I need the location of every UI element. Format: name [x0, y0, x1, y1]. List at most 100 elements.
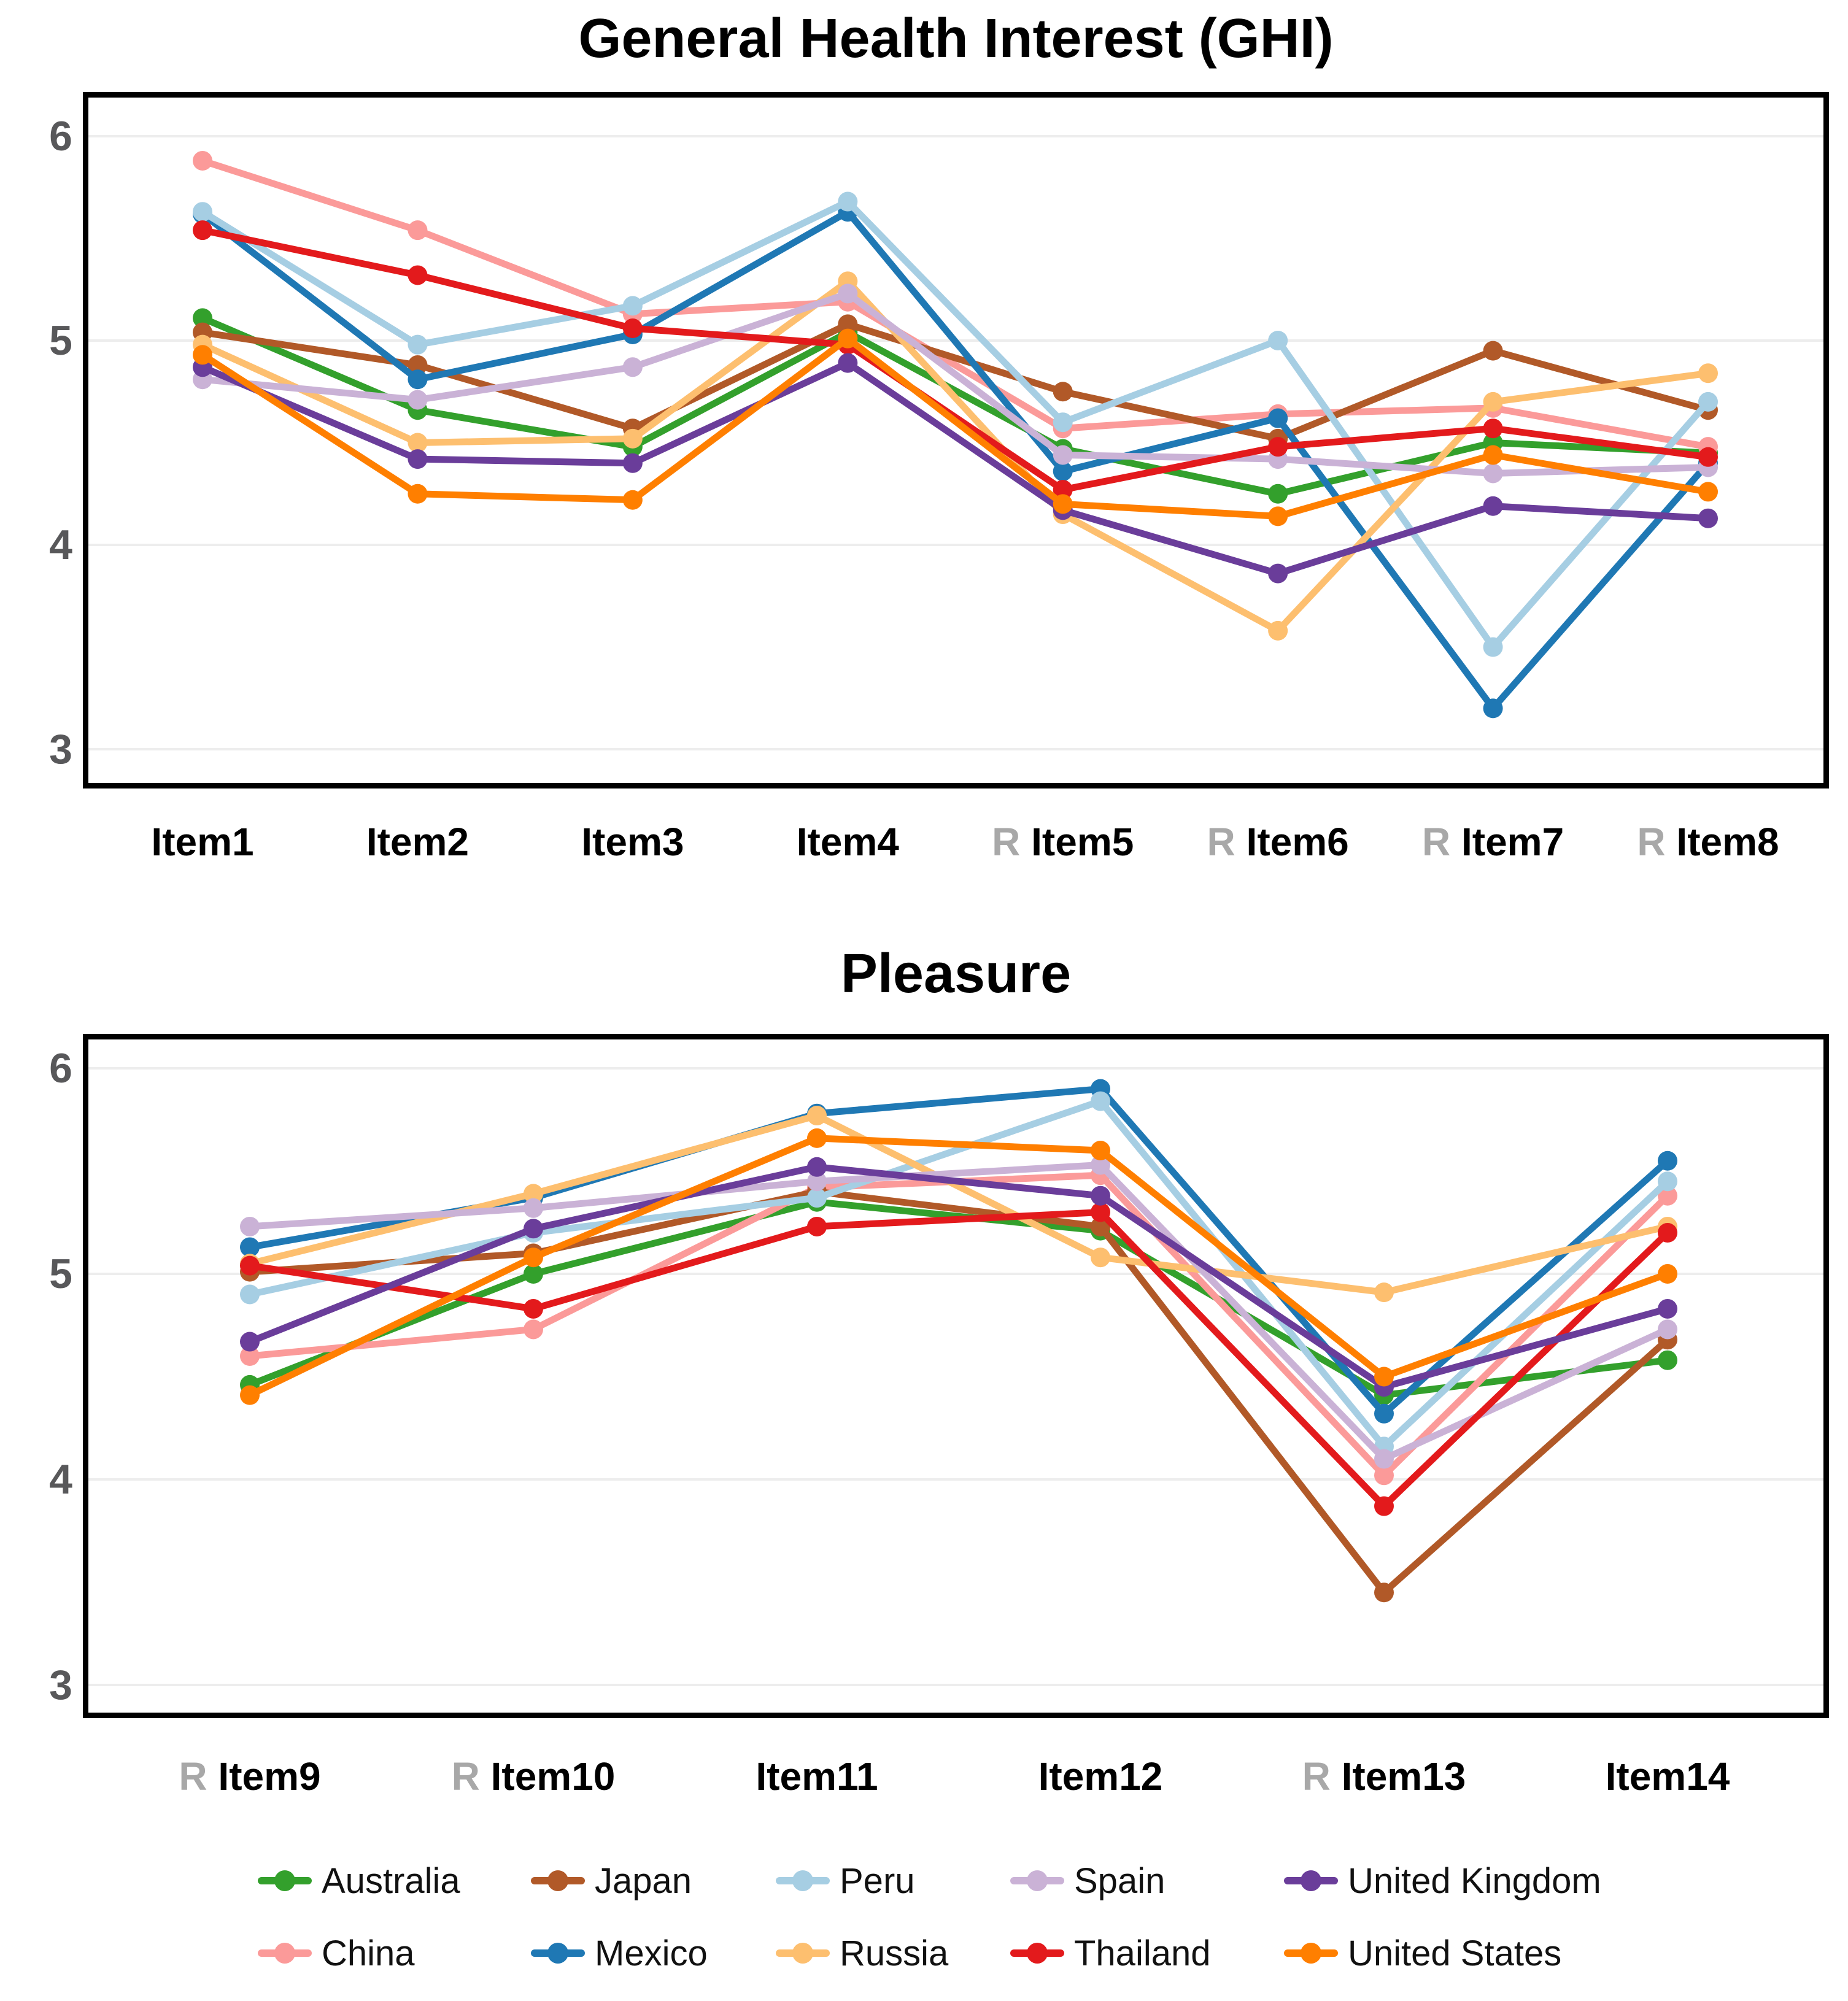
y-tick-label-3: 3	[49, 1662, 72, 1708]
data-point	[1268, 408, 1288, 428]
data-point	[524, 1184, 543, 1204]
data-point	[524, 1219, 543, 1239]
data-point	[1268, 620, 1288, 641]
data-point	[1374, 1465, 1394, 1486]
data-point	[1483, 463, 1503, 484]
data-point	[1053, 412, 1073, 433]
reversed-item-prefix: R	[1421, 820, 1461, 864]
data-point	[838, 328, 858, 349]
legend-label: China	[322, 1933, 415, 1973]
plot-border	[83, 1034, 1829, 1718]
data-point	[240, 1332, 260, 1352]
legend-dot	[1027, 1870, 1048, 1891]
legend-dot	[792, 1870, 813, 1891]
data-point	[240, 1385, 260, 1405]
data-point	[193, 202, 212, 222]
legend-item-japan: Japan	[530, 1856, 692, 1905]
data-point	[408, 369, 428, 390]
series-united-states	[240, 1128, 1677, 1405]
data-point	[240, 1255, 260, 1276]
data-point	[1091, 1155, 1110, 1175]
data-point	[408, 355, 428, 375]
data-point	[807, 1128, 827, 1148]
legend-label: Australia	[322, 1860, 460, 1901]
legend-label: United States	[1348, 1933, 1562, 1973]
series-peru	[193, 191, 1718, 657]
data-point	[1091, 1141, 1110, 1160]
series-spain	[240, 1155, 1677, 1469]
x-tick-text: Item13	[1341, 1754, 1466, 1799]
x-tick-label-item10: R Item10	[404, 1752, 662, 1801]
y-tick-label-4: 4	[49, 1456, 72, 1503]
data-point	[838, 283, 858, 304]
data-point	[408, 390, 428, 410]
legend-dot	[547, 1943, 568, 1964]
data-point	[193, 345, 212, 365]
data-point	[524, 1319, 543, 1340]
data-point	[193, 220, 212, 241]
data-point	[1658, 1298, 1677, 1319]
data-point	[1483, 637, 1503, 657]
y-tick-label-6: 6	[49, 1045, 72, 1092]
series-japan	[193, 314, 1718, 449]
data-point	[622, 453, 643, 473]
series-line	[246, 1112, 1671, 1296]
data-point	[1268, 331, 1288, 350]
legend-dot	[1301, 1943, 1321, 1964]
data-point	[1053, 494, 1073, 514]
series-united-states	[193, 328, 1718, 526]
data-point	[240, 1284, 260, 1305]
legend-label: Peru	[840, 1860, 915, 1901]
data-point	[1374, 1367, 1394, 1387]
x-tick-text: Item11	[756, 1754, 878, 1799]
data-point	[193, 308, 212, 328]
data-point	[1374, 1282, 1394, 1303]
series-line	[246, 1098, 1671, 1450]
plot-border	[83, 92, 1829, 788]
legend-item-thailand: Thailand	[1009, 1929, 1210, 1978]
legend-dot	[274, 1943, 295, 1964]
reversed-item-prefix: R	[992, 820, 1032, 864]
x-tick-label-item8: R Item8	[1579, 817, 1837, 866]
series-line	[199, 320, 1712, 442]
legend-label: Spain	[1074, 1860, 1166, 1901]
x-tick-text: Item1	[151, 820, 254, 864]
data-point	[1053, 461, 1073, 482]
x-tick-text: Item6	[1246, 820, 1349, 864]
x-tick-label-item1: Item1	[74, 817, 331, 866]
series-line	[199, 290, 1712, 477]
data-point	[807, 1157, 827, 1177]
reversed-item-prefix: R	[179, 1754, 218, 1799]
series-line	[199, 208, 1712, 712]
series-thailand	[240, 1202, 1677, 1516]
data-point	[622, 318, 643, 339]
x-tick-text: Item8	[1676, 820, 1779, 864]
series-line	[199, 198, 1712, 650]
series-russia	[240, 1106, 1677, 1303]
series-line	[199, 360, 1712, 577]
legend-dot	[1027, 1943, 1048, 1964]
plot-area-ghi	[83, 92, 1829, 788]
legend-marker-icon	[776, 1943, 830, 1964]
x-tick-label-item7: R Item7	[1364, 817, 1622, 866]
legend-item-united-kingdom: United Kingdom	[1283, 1856, 1601, 1905]
data-point	[1658, 1223, 1677, 1243]
series-japan	[240, 1182, 1677, 1603]
legend-item-australia: Australia	[257, 1856, 460, 1905]
x-tick-label-item6: R Item6	[1149, 817, 1407, 866]
reversed-item-prefix: R	[1302, 1754, 1342, 1799]
data-point	[838, 191, 858, 212]
data-point	[1374, 1496, 1394, 1516]
data-point	[1658, 1319, 1677, 1340]
data-point	[1658, 1350, 1677, 1370]
legend-marker-icon	[1284, 1943, 1338, 1964]
legend-item-peru: Peru	[775, 1856, 915, 1905]
data-point	[408, 334, 428, 355]
data-point	[1374, 1403, 1394, 1424]
reversed-item-prefix: R	[1637, 820, 1677, 864]
data-point	[1268, 563, 1288, 584]
data-point	[622, 490, 643, 510]
data-point	[622, 428, 643, 449]
x-tick-label-item5: R Item5	[934, 817, 1192, 866]
